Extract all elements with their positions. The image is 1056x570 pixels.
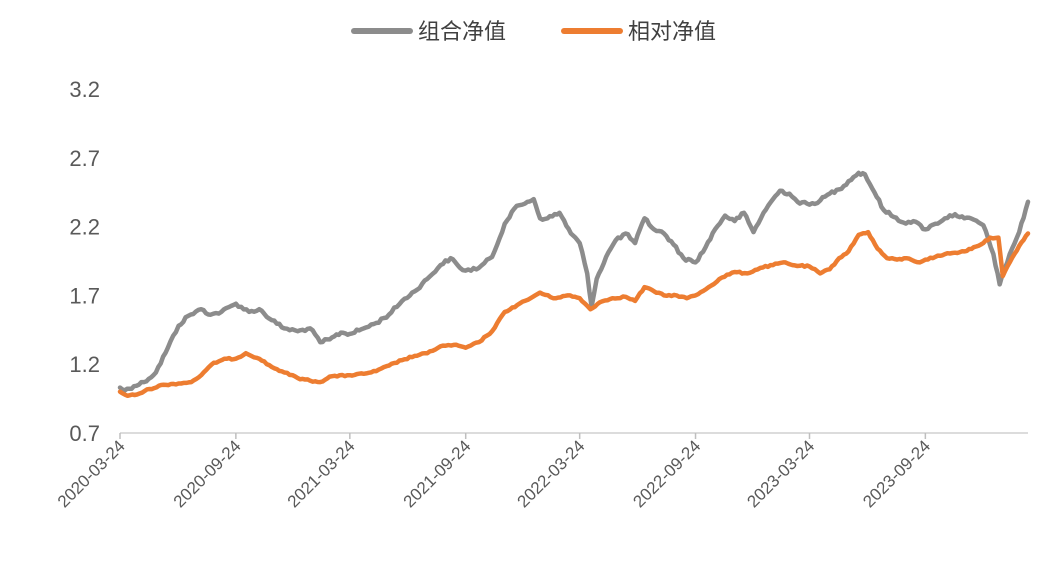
series-line-relative [117, 229, 1031, 399]
x-tick-label: 2020-03-24 [54, 436, 129, 511]
y-tick-label: 2.7 [69, 146, 100, 171]
y-axis-ticks: 0.7 1.2 1.7 2.2 2.7 3.2 [69, 77, 100, 446]
x-tick-label: 2022-09-24 [629, 436, 704, 511]
x-tick-label: 2021-03-24 [284, 436, 359, 511]
legend-item-relative: 相对净值 [561, 20, 716, 45]
x-tick-label: 2023-09-24 [859, 436, 934, 511]
y-tick-label: 1.2 [69, 352, 100, 377]
x-axis-ticks: 2020-03-24 2020-09-24 2021-03-24 2021-09-24… [54, 433, 934, 511]
legend-item-portfolio: 组合净值 [351, 20, 506, 45]
y-tick-label: 1.7 [69, 283, 100, 308]
x-tick-label: 2020-09-24 [170, 436, 245, 511]
series-line-portfolio [117, 170, 1031, 393]
y-tick-label: 2.2 [69, 215, 100, 240]
x-tick-label: 2023-03-24 [743, 436, 818, 511]
y-tick-label: 3.2 [69, 77, 100, 102]
series-group [117, 170, 1031, 399]
legend-label-portfolio: 组合净值 [418, 20, 506, 45]
x-tick-label: 2021-09-24 [400, 436, 475, 511]
x-tick-label: 2022-03-24 [514, 436, 589, 511]
legend: 组合净值 相对净值 [351, 20, 716, 45]
y-tick-label: 0.7 [69, 421, 100, 446]
legend-label-relative: 相对净值 [628, 20, 716, 45]
